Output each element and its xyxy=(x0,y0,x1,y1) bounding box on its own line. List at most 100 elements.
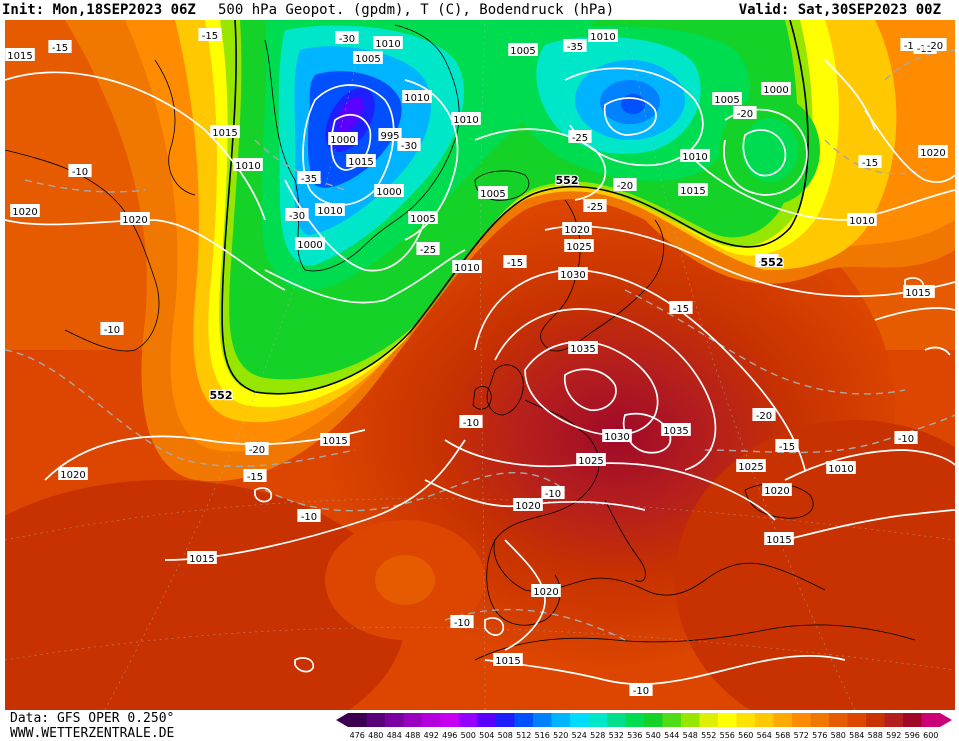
svg-text:1005: 1005 xyxy=(510,46,535,57)
svg-text:-20: -20 xyxy=(249,445,265,456)
temperature-label: -10 xyxy=(297,509,321,523)
isobar-label: 1010 xyxy=(847,213,877,227)
temperature-label: -25 xyxy=(583,199,607,213)
colorbar-swatch xyxy=(607,713,626,727)
colorbar-label: 552 xyxy=(701,731,716,740)
colorbar-label: 524 xyxy=(572,731,587,740)
colorbar-swatch xyxy=(662,713,681,727)
svg-text:1020: 1020 xyxy=(122,215,147,226)
weather-map: 1015 1015 1010 1020 1020 1010 1005 1010 1000 995 1… xyxy=(5,20,955,710)
colorbar-label: 576 xyxy=(812,731,827,740)
svg-text:-15: -15 xyxy=(904,41,920,52)
isobar-label: 1000 xyxy=(328,132,358,146)
isobar-label: 1030 xyxy=(602,429,632,443)
init-time: Init: Mon,18SEP2023 06Z xyxy=(2,2,196,18)
colorbar-label: 532 xyxy=(609,731,624,740)
svg-text:552: 552 xyxy=(556,174,579,187)
temperature-label: -30 xyxy=(335,31,359,45)
temperature-label: -35 xyxy=(297,171,321,185)
isobar-label: 1015 xyxy=(678,183,708,197)
svg-text:1015: 1015 xyxy=(766,535,791,546)
svg-text:-10: -10 xyxy=(463,418,479,429)
colorbar-swatch xyxy=(921,713,940,727)
isobar-label: 1035 xyxy=(568,341,598,355)
isobar-label: 1020 xyxy=(58,467,88,481)
isobar xyxy=(864,109,955,183)
svg-text:-30: -30 xyxy=(339,34,355,45)
colorbar-swatch xyxy=(366,713,385,727)
colorbar-label: 588 xyxy=(868,731,883,740)
colorbar-swatch xyxy=(866,713,885,727)
isobar xyxy=(254,487,273,503)
svg-text:1015: 1015 xyxy=(495,656,520,667)
colorbar-swatch xyxy=(533,713,552,727)
svg-text:-25: -25 xyxy=(759,257,775,268)
colorbar-swatch xyxy=(644,713,663,727)
colorbar-swatch xyxy=(755,713,774,727)
svg-text:-10: -10 xyxy=(301,512,317,523)
siberia-low-inner xyxy=(742,118,798,182)
svg-text:1010: 1010 xyxy=(828,464,853,475)
isobar-label: 1015 xyxy=(346,154,376,168)
temperature-label: -30 xyxy=(397,138,421,152)
colorbar-label: 480 xyxy=(368,731,383,740)
isobar xyxy=(742,129,787,177)
svg-text:1000: 1000 xyxy=(297,240,322,251)
header-bar: Init: Mon,18SEP2023 06Z 500 hPa Geopot. … xyxy=(0,0,959,20)
isobar-label: 1010 xyxy=(452,260,482,274)
svg-text:1020: 1020 xyxy=(533,587,558,598)
isobar xyxy=(564,67,704,167)
svg-text:-20: -20 xyxy=(737,109,753,120)
svg-text:1020: 1020 xyxy=(515,501,540,512)
graticule-line xyxy=(624,20,856,710)
colorbar-label: 492 xyxy=(424,731,439,740)
height-contour-label: 552 xyxy=(554,173,579,189)
svg-text:-25: -25 xyxy=(587,202,603,213)
svg-text:1000: 1000 xyxy=(763,85,788,96)
colorbar-label: 556 xyxy=(720,731,735,740)
field-description: 500 hPa Geopot. (gpdm), T (C), Bodendruc… xyxy=(218,2,615,18)
svg-text:1015: 1015 xyxy=(212,128,237,139)
colorbar-swatch xyxy=(829,713,848,727)
svg-text:-15: -15 xyxy=(247,472,263,483)
southeast-warm-area xyxy=(675,420,955,710)
isobar-label: 1020 xyxy=(10,204,40,218)
british-isles xyxy=(486,364,524,416)
isobar-label: 1020 xyxy=(762,483,792,497)
temperature-label: -10 xyxy=(459,415,483,429)
temperature-label: -15 xyxy=(503,255,527,269)
colorbar-label: 544 xyxy=(664,731,679,740)
isobar-label: 1025 xyxy=(564,239,594,253)
colorbar-left-arrow xyxy=(336,713,348,727)
graticule xyxy=(5,20,955,710)
greenland-coast xyxy=(264,24,460,272)
temperature-label: -15 xyxy=(858,155,882,169)
isobar-label: 1010 xyxy=(680,149,710,163)
colorbar-swatch xyxy=(718,713,737,727)
height-contour-label: 552 xyxy=(208,388,233,404)
svg-text:-10: -10 xyxy=(454,618,470,629)
isobar xyxy=(924,346,951,356)
colorbar-label: 488 xyxy=(405,731,420,740)
colorbar-swatch xyxy=(847,713,866,727)
svg-text:1025: 1025 xyxy=(566,242,591,253)
svg-text:552: 552 xyxy=(761,256,784,269)
color-scale-bar: 476 480 484 488 492 496 500 504 508 512 516 520 524 5… xyxy=(336,713,952,740)
svg-text:1015: 1015 xyxy=(7,51,32,62)
temperature-label: -20 xyxy=(923,38,947,52)
temperature-label: -15 xyxy=(48,40,72,54)
colorbar-swatch xyxy=(440,713,459,727)
isobar-label: 1005 xyxy=(508,43,538,57)
temperature-label: -20 xyxy=(752,408,776,422)
isobar-label: 1025 xyxy=(576,453,606,467)
isobar xyxy=(694,159,955,221)
labrador-coast xyxy=(154,59,196,196)
colorbar-label: 512 xyxy=(516,731,531,740)
colorbar-swatch xyxy=(681,713,700,727)
isobar xyxy=(5,71,266,221)
isobar-label: 1020 xyxy=(513,498,543,512)
svg-text:1015: 1015 xyxy=(189,554,214,565)
svg-text:995: 995 xyxy=(380,131,399,142)
svg-text:-10: -10 xyxy=(545,489,561,500)
svg-text:1020: 1020 xyxy=(12,207,37,218)
